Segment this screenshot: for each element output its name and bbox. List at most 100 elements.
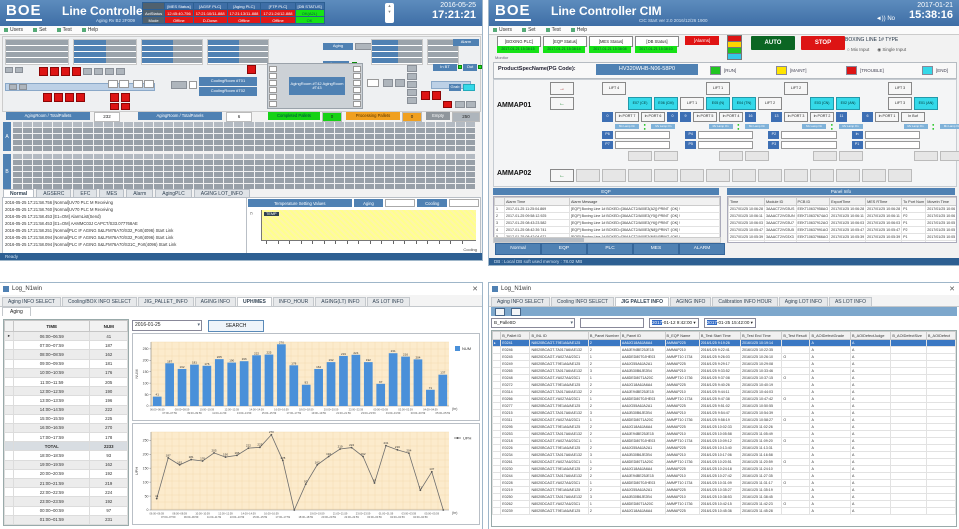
table-row[interactable]: 2017/01/25 10:05:39 3AAACT2/V03X3 EEKT1063… xyxy=(728,233,956,241)
table-row[interactable]: 2 2017-01-25 09:58:12.925 [EQP] Boxing Lin… xyxy=(494,212,720,220)
uph-hour-table[interactable]: TIME NUM ▸ 06:00~06:59 41 07:00~07:59 187 08:00… xyxy=(3,319,129,526)
p3-subtab-aging[interactable]: Aging xyxy=(2,307,31,316)
p3-tab-5[interactable]: INFO_HOUR xyxy=(272,297,315,306)
table-row[interactable]: ▸ E0241 N8020BCAGT-T9E1A6/AE125 2 AA6JG18A6J… xyxy=(492,339,956,347)
menu-item-users[interactable]: Users xyxy=(493,27,512,33)
p3-tab-4[interactable]: UPH/MES xyxy=(237,297,272,306)
table-row[interactable]: ▸ 06:00~06:59 41 xyxy=(4,330,128,342)
p4-tab-6[interactable]: AS LOT INFO xyxy=(828,297,872,306)
table-row[interactable]: E0246 N8020BCAGT-TA017A6/AE132 2 AA6JE94BE2… xyxy=(492,346,956,354)
table-row[interactable]: 00:00~00:59 97 xyxy=(4,505,128,516)
filter-keyword-input[interactable] xyxy=(580,318,644,328)
sound-icon[interactable]: ◄)) No xyxy=(875,16,895,22)
temp-aging-button[interactable]: Aging xyxy=(353,199,384,207)
p3-tab-0[interactable]: Aging INFO SELECT xyxy=(2,297,61,306)
table-row[interactable]: 11:00~11:59 205 xyxy=(4,376,128,388)
table-row[interactable]: E0215 N8020BCAGT-TA017A6/AE132 3 AA6JB30B6J… xyxy=(492,409,956,417)
filter-button-plc[interactable]: PLC xyxy=(587,243,633,255)
menu-item-set[interactable]: Set xyxy=(522,27,536,33)
map-cell-e07-ce-[interactable]: E07 (CE) xyxy=(628,97,652,110)
menu-item-test[interactable]: Test xyxy=(545,27,561,33)
table-row[interactable]: E0295 N8020BCAGT-T9E1A6/AE125 2 AA6JG18A6JA… xyxy=(492,423,956,431)
map-cell-lift-3[interactable]: LIFT 3 xyxy=(888,82,912,95)
table-row[interactable]: 2017/01/25 10:06:28 3AAACT2/V03US EEKT1063… xyxy=(728,205,956,213)
eqp-hscrollbar[interactable] xyxy=(493,237,721,243)
print-icon[interactable] xyxy=(495,307,505,316)
table-row[interactable]: 17:00~17:59 178 xyxy=(4,432,128,443)
p3-tab-3[interactable]: AGING INFO xyxy=(194,297,237,306)
map-cell-e01-an-[interactable]: E01 (AN) xyxy=(914,97,938,110)
filter-from-datepicker[interactable]: 2017-01-12 9:42:00 ▾ xyxy=(649,318,699,328)
map-cell-in-port-3[interactable]: In PORT 3 xyxy=(784,112,808,122)
map-cell-lift-2[interactable]: LIFT 2 xyxy=(784,82,808,95)
map-cell-in-port-7[interactable]: In PORT 7 xyxy=(615,112,639,122)
table-row[interactable]: E0245 N8020DCAGT-YA027A6/23C1 1 AA8DED80T0J… xyxy=(492,353,956,361)
map-cell-lift-4[interactable]: LIFT 4 xyxy=(602,82,626,95)
table-row[interactable]: E0228 N8020DCAGT-YA027A6/23C1 1 AA8DED80T0J… xyxy=(492,479,956,487)
table-row[interactable]: 3 2017-01-25 08:43:23.582 [EQP] Boxing Lin… xyxy=(494,219,720,227)
table-row[interactable]: E0249 N8020BCAGT-T9E1A6/AE125 2 AA6JG55A6JA… xyxy=(492,360,956,368)
map-cell-e02-an-[interactable]: E02 (AN) xyxy=(836,97,860,110)
p4-tab-2[interactable]: JIG PALLET INFO xyxy=(615,297,669,306)
filter-button-normal[interactable]: Normal xyxy=(495,243,541,255)
table-row[interactable]: 01:00~01:59 231 xyxy=(4,514,128,525)
map-cell-in-port-5[interactable]: In PORT 5 xyxy=(693,112,717,122)
radio-single-input[interactable]: ◉ Single Input xyxy=(877,47,907,52)
table-row[interactable]: 23:00~23:59 192 xyxy=(4,496,128,507)
table-row[interactable]: 14:00~14:59 222 xyxy=(4,404,128,415)
menu-item-help[interactable]: Help xyxy=(570,27,587,33)
table-row[interactable]: 18:00~18:59 93 xyxy=(4,450,128,461)
table-row[interactable]: E0262 N8020DCAGT-YA027A6/23C1 1 AA8DED80T1A… xyxy=(492,500,956,508)
close-icon[interactable]: ✕ xyxy=(949,286,955,293)
map-cell-in-port-1[interactable]: In PORT 1 xyxy=(875,112,899,122)
table-row[interactable]: E0253 N8020BCAGT-TA017A6/AE132 2 AA6JE94BE2… xyxy=(492,430,956,438)
map-cell-lift-3[interactable]: LIFT 3 xyxy=(888,97,912,110)
menu-item-test[interactable]: Test xyxy=(56,27,72,33)
p1-tab-6[interactable]: AGING LOT_INFO xyxy=(193,189,250,198)
table-row[interactable]: 08:00~08:59 162 xyxy=(4,349,128,360)
p1-tab-5[interactable]: AgingPLC xyxy=(155,189,192,198)
table-row[interactable]: 20:00~20:59 192 xyxy=(4,468,128,480)
table-row[interactable]: 2017/01/25 10:06:11 3AAACT2/V03UN EEKT1063… xyxy=(728,212,956,220)
p3-tab-7[interactable]: AS LOT INFO xyxy=(366,297,410,306)
table-row[interactable]: E0250 N8020BCAGT-TA017A6/AE132 3 AA6JB30B6J… xyxy=(492,493,956,501)
table-row[interactable]: 09:00~09:59 181 xyxy=(4,358,128,369)
p1-tab-4[interactable]: Alarm xyxy=(126,189,154,198)
header-scroll-control[interactable]: ▲ ▼ xyxy=(385,3,394,23)
map-cell-lift-1[interactable]: LIFT 1 xyxy=(706,82,730,95)
table-row[interactable]: E0244 N8020BCAGT-TA017A6/AE132 2 AA6JE94BE2… xyxy=(492,472,956,480)
table-row[interactable]: 2017/01/25 10:06:03 3AAACT2/V03U7 EEKT1063… xyxy=(728,219,956,227)
map-cell-e05-n-[interactable]: E05 (N) xyxy=(706,97,730,110)
p3-tab-1[interactable]: Cooling/BOX INFO SELECT xyxy=(61,297,138,306)
table-row[interactable]: 13:00~13:59 196 xyxy=(4,395,128,406)
search-button[interactable]: SEARCH xyxy=(208,320,264,332)
table-row[interactable]: 4 2017-01-25 08:42:39.741 [EQP] Boxing Lin… xyxy=(494,226,720,234)
p4-tab-3[interactable]: AGING INFO xyxy=(669,297,712,306)
table-row[interactable]: 02:00~02:59216 xyxy=(4,523,128,525)
menu-item-set[interactable]: Set xyxy=(33,27,47,33)
menu-item-users[interactable]: Users xyxy=(4,27,23,33)
table-row[interactable]: 2017/01/25 10:02:463AAACT2/V03X0EEKT1063… xyxy=(728,240,956,242)
table-row[interactable]: 22:00~22:59 224 xyxy=(4,487,128,498)
table-row[interactable]: E0219 N8020BCAGT-T9E1A6/AE125 2 AA6JG55A6JA… xyxy=(492,486,956,494)
filter-button-mes[interactable]: MES xyxy=(633,243,679,255)
p1-log-list[interactable]: 2016-05-25 17:21:58.756 [Normal]UV70 PLC… xyxy=(2,197,249,256)
table-row[interactable]: E0311 N8020DCAGT-YA027A6/23C1 1 AA8DED80T1A… xyxy=(492,416,956,424)
close-icon[interactable]: ✕ xyxy=(472,286,478,293)
table-row[interactable]: 07:00~07:59 187 xyxy=(4,340,128,351)
table-row[interactable]: E0266 N8020DCAGT-YA027A6/23C1 1 AA8DED80T0J… xyxy=(492,395,956,403)
filter-button-eqp[interactable]: EQP xyxy=(541,243,587,255)
map-cell-lift-2[interactable]: LIFT 2 xyxy=(758,97,782,110)
table-row[interactable]: E0277 N8020BCAGT-T9E1A6/AE125 2 AA6JG55A6JA… xyxy=(492,402,956,410)
table-row[interactable]: E0314 N8020BCAGT-TA017A6/AE132 2 AA6JE94BE2… xyxy=(492,388,956,396)
p3-tab-6[interactable]: AGING(LT) INFO xyxy=(315,297,366,306)
temp-cooling-value[interactable] xyxy=(449,199,479,207)
map-cell-e06-cm-[interactable]: E06 (CM) xyxy=(654,97,678,110)
auto-button[interactable]: AUTO xyxy=(751,36,795,50)
map-cell-lift-1[interactable]: LIFT 1 xyxy=(680,97,704,110)
p4-tab-0[interactable]: Aging INFO SELECT xyxy=(491,297,550,306)
eqp-alarm-table[interactable]: Alarm Time Alarm Message 1 2017-01-25 11:25… xyxy=(493,196,721,238)
map-cell-in-port-2[interactable]: In PORT 2 xyxy=(810,112,834,122)
p4-tab-5[interactable]: Aging LOT INFO xyxy=(778,297,828,306)
